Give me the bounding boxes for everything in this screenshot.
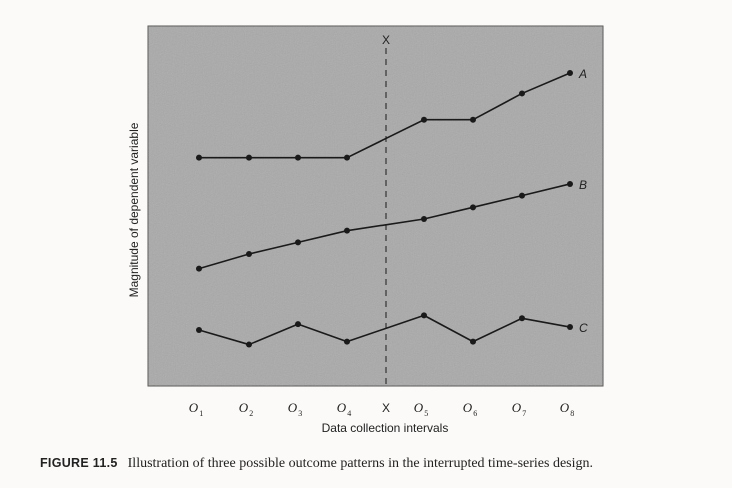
plot-area-texture	[148, 26, 603, 386]
x-tick-label-3: O3	[288, 400, 302, 418]
x-tick-label-6: O6	[463, 400, 477, 418]
figure-caption: FIGURE 11.5 Illustration of three possibl…	[40, 456, 593, 472]
x-tick-label-8: O8	[560, 400, 574, 418]
x-tick-label-5: O5	[414, 400, 428, 418]
data-point-b-8	[567, 180, 573, 187]
data-point-b-3	[295, 239, 301, 246]
y-axis-title: Magnitude of dependent variable	[127, 122, 141, 297]
data-point-a-2	[246, 154, 252, 161]
x-axis-title: Data collection intervals	[322, 421, 449, 435]
figure-number: FIGURE 11.5	[40, 456, 118, 470]
data-point-b-2	[246, 251, 252, 258]
data-point-b-1	[196, 265, 202, 272]
x-tick-label-4: O4	[337, 400, 351, 418]
data-point-c-5	[421, 312, 427, 319]
data-point-a-6	[470, 116, 476, 123]
intervention-label-axis: X	[382, 401, 390, 415]
x-tick-label-2: O2	[239, 400, 253, 418]
data-point-a-7	[519, 90, 525, 97]
data-point-c-7	[519, 315, 525, 322]
x-tick-label-1: O1	[189, 400, 203, 418]
data-point-c-6	[470, 338, 476, 345]
data-point-a-4	[344, 154, 350, 161]
marks-layer	[196, 48, 573, 386]
x-tick-label-7: O7	[512, 400, 526, 418]
series-line-a	[199, 72, 571, 159]
data-point-a-3	[295, 154, 301, 161]
data-point-c-4	[344, 338, 350, 345]
data-point-c-8	[567, 324, 573, 331]
data-point-a-8	[567, 70, 573, 76]
series-line-b	[198, 183, 571, 270]
data-point-c-3	[295, 321, 301, 328]
series-line-c	[198, 314, 571, 346]
data-point-b-5	[421, 216, 427, 222]
data-point-a-5	[421, 116, 427, 123]
series-label-a: A	[578, 67, 587, 81]
data-point-b-6	[470, 204, 476, 211]
data-point-b-4	[344, 227, 350, 234]
data-point-c-2	[246, 341, 252, 348]
intervention-label-top: X	[382, 33, 390, 47]
caption-text: Illustration of three possible outcome p…	[127, 456, 594, 471]
data-point-a-1	[196, 154, 202, 161]
data-point-b-7	[519, 192, 525, 199]
series-label-c: C	[579, 321, 588, 335]
series-label-b: B	[579, 178, 587, 192]
data-point-c-1	[196, 326, 202, 333]
